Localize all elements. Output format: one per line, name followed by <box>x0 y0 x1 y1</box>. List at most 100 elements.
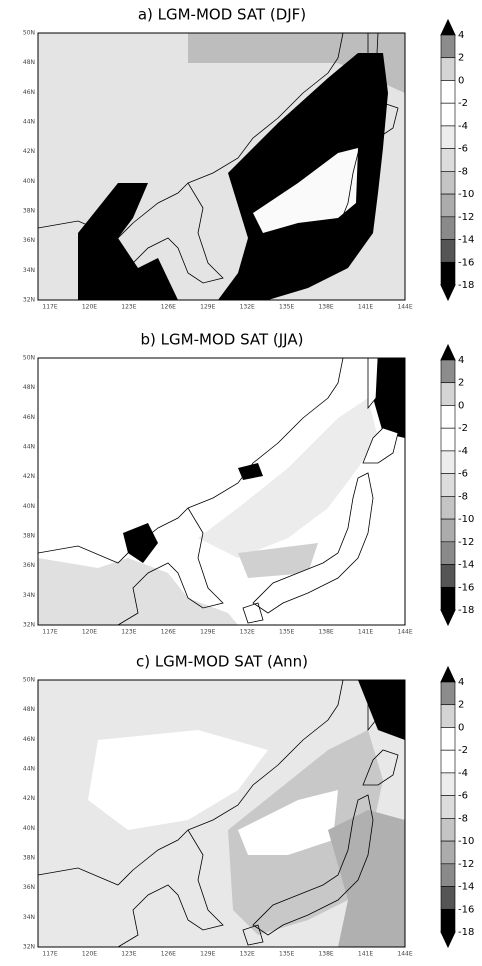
map <box>37 357 406 626</box>
lon-label: 120E <box>82 304 97 311</box>
lat-label: 48N <box>23 59 35 66</box>
colorbar-bin <box>440 125 456 149</box>
lon-label: 144E <box>397 629 412 636</box>
colorbar-bin <box>440 541 456 565</box>
lat-label: 44N <box>23 444 35 451</box>
colorbar-label: -2 <box>458 98 468 109</box>
lon-label: 141E <box>358 629 373 636</box>
colorbar-label: -10 <box>458 836 474 847</box>
lon-label: 123E <box>121 951 136 958</box>
shaded-region <box>123 523 158 563</box>
lon-label: 117E <box>42 629 57 636</box>
colorbar-label: 0 <box>458 75 464 86</box>
lat-label: 44N <box>23 119 35 126</box>
shaded-region <box>373 358 405 438</box>
lat-label: 36N <box>23 884 35 891</box>
colorbar-bin <box>440 681 456 706</box>
colorbar-arrow <box>440 931 456 949</box>
lon-label: 132E <box>240 629 255 636</box>
lon-label: 135E <box>279 304 294 311</box>
lon-label: 117E <box>42 951 57 958</box>
colorbar-label: 4 <box>458 355 464 366</box>
shaded-region <box>238 543 318 578</box>
colorbar-label: 2 <box>458 378 464 389</box>
lat-label: 46N <box>23 89 35 96</box>
colorbar-bin <box>440 795 456 819</box>
lat-label: 50N <box>23 355 35 362</box>
map <box>37 679 406 948</box>
colorbar-label: 4 <box>458 30 464 41</box>
lat-label: 38N <box>23 533 35 540</box>
colorbar-label: -6 <box>458 469 468 480</box>
colorbar-label: -8 <box>458 166 468 177</box>
lat-label: 32N <box>23 944 35 951</box>
lon-label: 129E <box>200 951 215 958</box>
colorbar-bin <box>440 239 456 263</box>
colorbar-bin <box>440 427 456 452</box>
lat-label: 46N <box>23 414 35 421</box>
colorbar-bin <box>440 450 456 474</box>
lon-label: 120E <box>82 951 97 958</box>
lon-label: 129E <box>200 304 215 311</box>
colorbar-bin <box>440 727 456 751</box>
colorbar-label: -16 <box>458 257 474 268</box>
colorbar-bin <box>440 908 456 933</box>
shaded-region <box>218 53 388 300</box>
lon-label: 135E <box>279 629 294 636</box>
lon-label: 120E <box>82 629 97 636</box>
colorbar-label: -16 <box>458 582 474 593</box>
japan <box>242 32 399 299</box>
colorbar-bin <box>440 102 456 127</box>
colorbar-bin <box>440 57 456 81</box>
lon-label: 123E <box>121 304 136 311</box>
panel-title: b) LGM-MOD SAT (JJA) <box>141 331 304 349</box>
colorbar-bin <box>440 193 456 218</box>
colorbar-label: -14 <box>458 560 474 571</box>
panel: b) LGM-MOD SAT (JJA) 50N 48N 46N 44N 42N 40N 38… <box>23 331 474 636</box>
shaded-region <box>198 398 378 558</box>
coastline <box>37 679 344 948</box>
coastline <box>37 357 344 626</box>
colorbar-label: -8 <box>458 813 468 824</box>
lon-label: 138E <box>318 304 333 311</box>
colorbar-label: -8 <box>458 491 468 502</box>
colorbar-bin <box>440 148 456 172</box>
map <box>37 32 406 301</box>
colorbar-bin <box>440 80 456 104</box>
colorbar-arrow <box>440 18 456 36</box>
colorbar-bin <box>440 216 456 240</box>
lon-label: 132E <box>240 304 255 311</box>
colorbar-label: -4 <box>458 121 468 132</box>
japan <box>242 357 399 624</box>
shaded-region <box>358 680 405 740</box>
colorbar-label: -12 <box>458 859 474 870</box>
coastline <box>37 32 344 301</box>
colorbar-bin <box>440 496 456 520</box>
colorbar-label: -2 <box>458 745 468 756</box>
lon-label: 138E <box>318 629 333 636</box>
lat-label: 38N <box>23 208 35 215</box>
lon-label: 144E <box>397 951 412 958</box>
lat-label: 48N <box>23 384 35 391</box>
colorbar-bin <box>440 564 456 588</box>
lat-label: 38N <box>23 855 35 862</box>
colorbar-bin <box>440 473 456 497</box>
colorbar-bin <box>440 359 456 384</box>
lat-label: 36N <box>23 562 35 569</box>
lat-label: 50N <box>23 677 35 684</box>
lon-label: 141E <box>358 951 373 958</box>
colorbar-label: -6 <box>458 791 468 802</box>
colorbar-label: 2 <box>458 700 464 711</box>
colorbar-label: -14 <box>458 235 474 246</box>
lat-label: 40N <box>23 178 35 185</box>
colorbar-bin <box>440 886 456 910</box>
colorbar-bin <box>440 518 456 543</box>
colorbar-arrow <box>440 665 456 683</box>
lon-label: 135E <box>279 951 294 958</box>
lon-label: 141E <box>358 304 373 311</box>
colorbar-arrow <box>440 343 456 361</box>
colorbar-bin <box>440 749 456 774</box>
lon-label: 126E <box>161 629 176 636</box>
colorbar-label: -4 <box>458 446 468 457</box>
colorbar-bin <box>440 261 456 286</box>
